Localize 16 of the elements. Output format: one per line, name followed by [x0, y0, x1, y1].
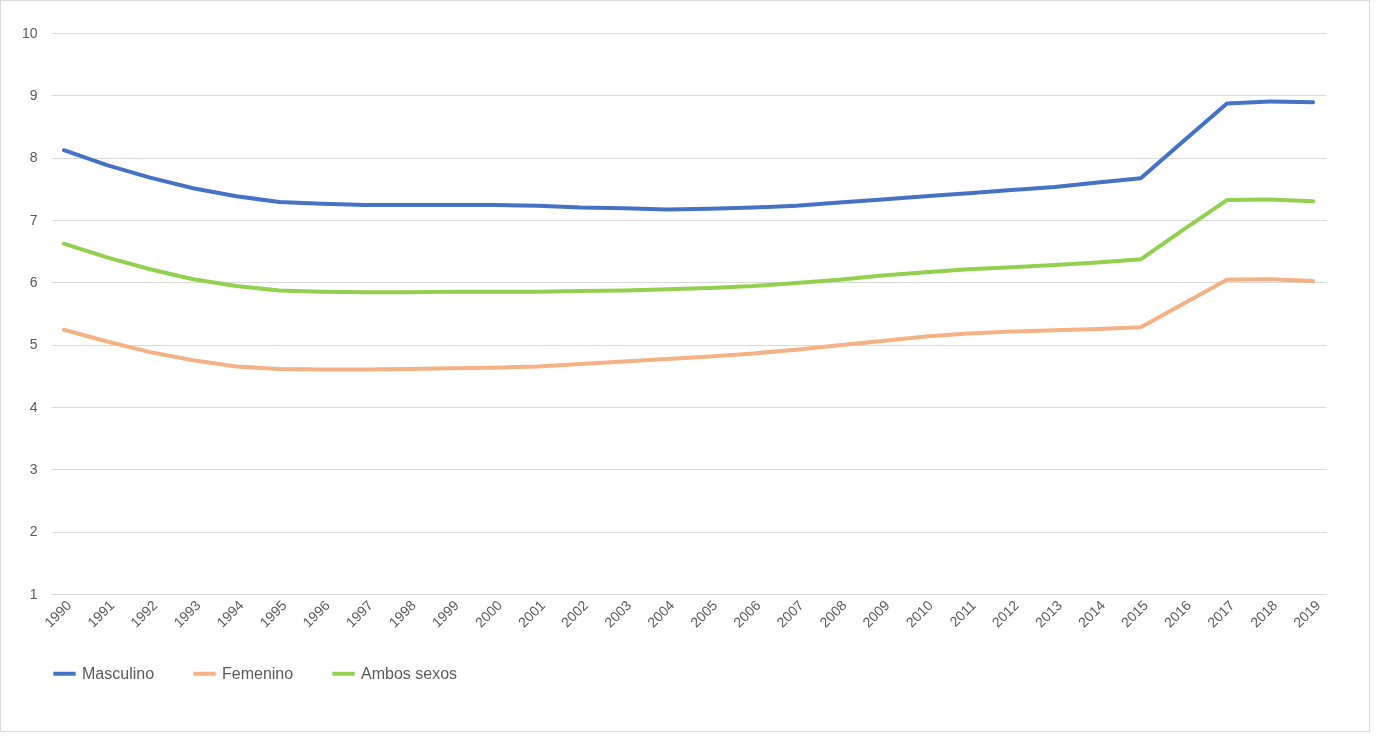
y-tick-label: 3	[29, 460, 38, 477]
y-tick-label: 7	[29, 211, 38, 228]
y-tick-label: 2	[29, 523, 38, 540]
legend-label: Masculino	[82, 664, 155, 682]
y-tick-label: 9	[29, 86, 38, 103]
legend-label: Ambos sexos	[361, 664, 458, 682]
y-tick-label: 1	[29, 585, 38, 602]
line-series	[61, 99, 1316, 212]
y-tick-label: 8	[29, 149, 38, 166]
y-tick-label: 6	[29, 273, 38, 290]
line-series	[61, 197, 1316, 295]
y-tick-label: 5	[29, 336, 38, 353]
y-tick-label: 10	[21, 24, 38, 41]
y-tick-label: 4	[29, 398, 38, 415]
legend-label: Femenino	[222, 664, 294, 682]
line-series	[61, 277, 1316, 372]
